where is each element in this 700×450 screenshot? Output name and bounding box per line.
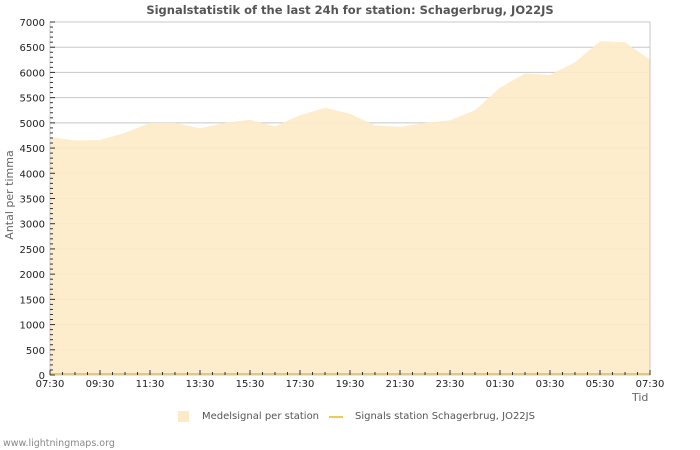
chart-title: Signalstatistik of the last 24h for stat…: [146, 3, 554, 17]
y-tick-label: 2500: [20, 245, 45, 256]
legend: Medelsignal per station Signals station …: [0, 411, 700, 427]
x-tick-label: 21:30: [386, 379, 415, 390]
y-tick-label: 7000: [20, 18, 45, 29]
y-tick-label: 3500: [20, 195, 45, 206]
x-tick-label: 11:30: [136, 379, 165, 390]
y-tick-label: 5500: [20, 94, 45, 105]
x-axis-label: Tid: [632, 391, 649, 404]
y-tick-label: 6000: [20, 68, 45, 79]
x-axis-ticks: 07:30 09:30 11:30 13:30 15:30 17:30 19:30 21:30…: [36, 370, 665, 390]
y-tick-label: 1000: [20, 321, 45, 332]
x-tick-label: 23:30: [436, 379, 465, 390]
x-tick-label: 01:30: [486, 379, 515, 390]
x-tick-label: 19:30: [336, 379, 365, 390]
x-tick-label: 07:30: [636, 379, 665, 390]
medelsignal-area: [50, 41, 650, 375]
footer-credit: www.lightningmaps.org: [3, 438, 115, 449]
y-tick-label: 6500: [20, 43, 45, 54]
x-tick-label: 09:30: [86, 379, 115, 390]
x-tick-label: 17:30: [286, 379, 315, 390]
y-tick-label: 500: [26, 346, 45, 357]
legend-label: Signals station Schagerbrug, JO22JS: [355, 411, 535, 422]
line-swatch-icon: [329, 415, 343, 418]
y-tick-label: 5000: [20, 119, 45, 130]
y-axis-ticks: 0 500 1000 1500 2000 2500 3000 3500 4000 4500 5000…: [20, 18, 55, 382]
x-tick-label: 05:30: [586, 379, 615, 390]
y-tick-label: 3000: [20, 220, 45, 231]
legend-item-medelsignal: Medelsignal per station: [178, 411, 319, 422]
x-tick-label: 07:30: [36, 379, 65, 390]
y-tick-label: 2000: [20, 270, 45, 281]
legend-item-station-signal: Signals station Schagerbrug, JO22JS: [329, 411, 535, 422]
legend-label: Medelsignal per station: [202, 411, 320, 422]
area-swatch-icon: [178, 411, 189, 422]
y-tick-label: 4500: [20, 144, 45, 155]
y-tick-label: 1500: [20, 295, 45, 306]
x-tick-label: 03:30: [536, 379, 565, 390]
y-tick-label: 0: [39, 371, 45, 382]
x-tick-label: 15:30: [236, 379, 265, 390]
x-tick-label: 13:30: [186, 379, 215, 390]
y-tick-label: 4000: [20, 169, 45, 180]
